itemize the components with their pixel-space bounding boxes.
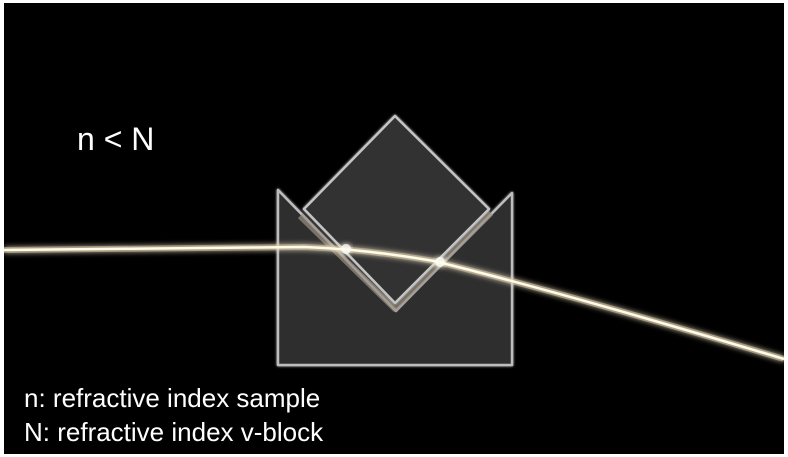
legend: n: refractive index sample N: refractive… [24,381,323,449]
interface-flare-entry [341,244,351,254]
refraction-diagram [4,114,784,367]
diagram-canvas: n < N n: refractive index sample N: refr… [4,3,784,454]
sample-prism [302,114,491,305]
relation-label: n < N [77,121,155,157]
interface-flare-exit [435,257,445,267]
legend-item-sample: n: refractive index sample [24,383,321,413]
legend-item-v-block: N: refractive index v-block [24,417,324,447]
